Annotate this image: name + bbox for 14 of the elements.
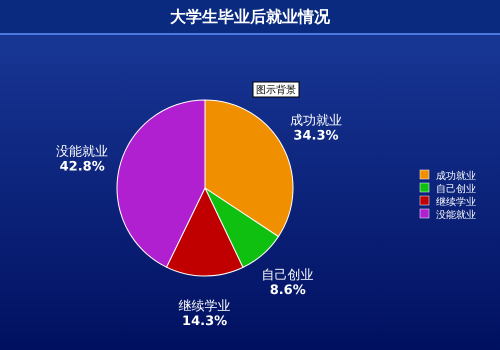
legend-label: 没能就业 bbox=[436, 209, 476, 221]
data-label: 8.6% bbox=[270, 283, 306, 298]
legend-label: 继续学业 bbox=[436, 196, 476, 208]
slice-label: 继续学业 bbox=[178, 299, 231, 314]
slice-label: 自己创业 bbox=[262, 268, 314, 284]
chart-title: 大学生毕业后就业情况 bbox=[170, 7, 331, 26]
data-label: 34.3% bbox=[293, 128, 339, 144]
slice-label: 成功就业 bbox=[290, 113, 342, 128]
legend-label: 成功就业 bbox=[436, 170, 476, 182]
data-label: 42.8% bbox=[60, 160, 105, 175]
text: 图示背景 bbox=[256, 84, 296, 96]
slice-label: 没能就业 bbox=[56, 144, 108, 160]
legend-label: 自己创业 bbox=[436, 183, 476, 195]
data-label: 14.3% bbox=[182, 314, 228, 329]
